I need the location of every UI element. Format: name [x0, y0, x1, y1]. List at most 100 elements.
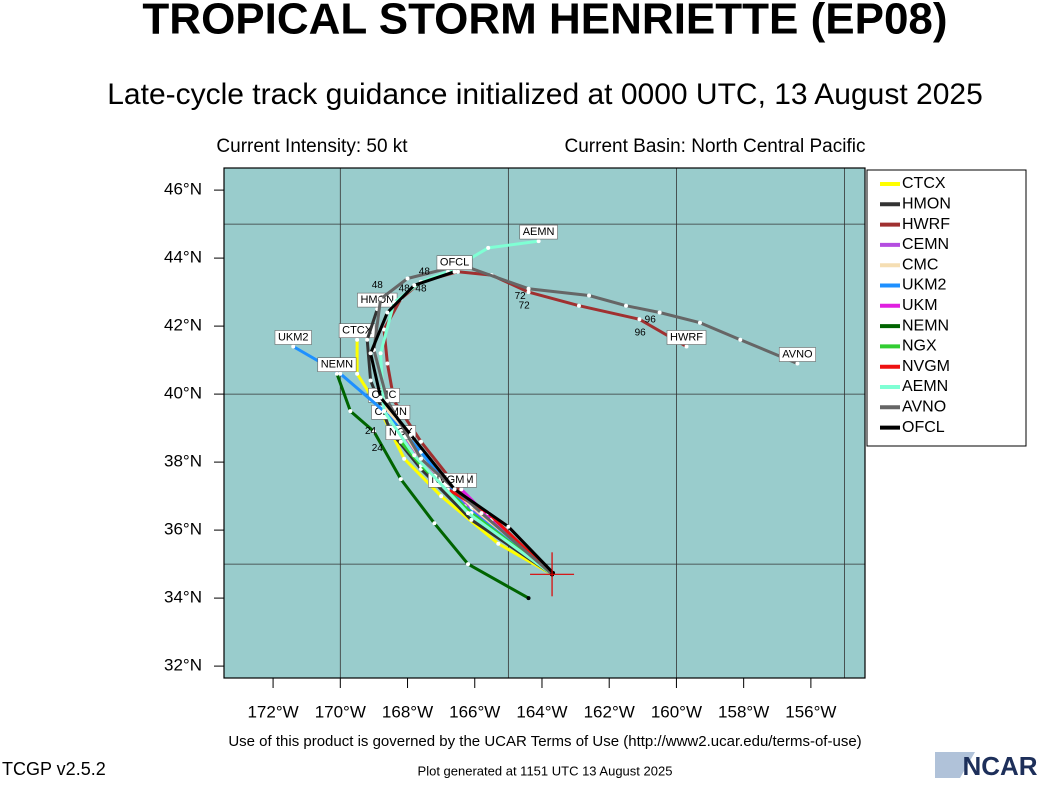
basin: Current Basin: North Central Pacific: [565, 136, 866, 157]
track-point: [371, 429, 376, 434]
x-tick-label: 162°W: [584, 702, 635, 721]
track-point: [452, 269, 457, 274]
track-point: [418, 439, 423, 444]
track-point: [412, 453, 417, 458]
chart-subtitle: Late-cycle track guidance initialized at…: [107, 78, 983, 111]
track-point: [526, 596, 531, 601]
track-point: [536, 239, 541, 244]
track-point: [526, 290, 531, 295]
track-point: [412, 283, 417, 288]
x-tick-label: 158°W: [718, 702, 769, 721]
track-point: [378, 296, 383, 301]
x-tick-label: 160°W: [651, 702, 702, 721]
track-point: [381, 327, 386, 332]
hour-label: 48: [415, 283, 427, 294]
legend-box: [866, 169, 1027, 447]
track-label-box: [317, 357, 357, 373]
y-tick-label: 36°N: [164, 520, 202, 539]
hour-label: 72: [515, 291, 527, 302]
track-point: [459, 487, 464, 492]
generated: Plot generated at 1151 UTC 13 August 202…: [418, 763, 673, 778]
legend-label: NVGM: [902, 358, 950, 375]
x-tick-label: 172°W: [247, 702, 298, 721]
y-tick-label: 44°N: [164, 248, 202, 267]
track-label: CTCX: [342, 325, 373, 337]
legend-label: CMC: [902, 256, 938, 273]
hour-label: 48: [372, 280, 384, 291]
logo-shape: [935, 752, 975, 778]
track-point: [334, 371, 339, 376]
track-label: UKM2: [278, 331, 309, 343]
x-tick-label: 156°W: [785, 702, 836, 721]
track-point: [697, 320, 702, 325]
track-point: [738, 337, 743, 342]
track-point: [385, 310, 390, 315]
hour-label: 24: [365, 426, 377, 437]
track-point: [624, 303, 629, 308]
track-point: [479, 511, 484, 516]
track-label: AEMN: [523, 226, 555, 238]
legend-label: AEMN: [902, 378, 948, 395]
track-point: [486, 245, 491, 250]
legend-label: HMON: [902, 196, 951, 213]
track-point: [338, 371, 343, 376]
track-label: AVNO: [782, 348, 813, 360]
track-label: OFCL: [440, 257, 469, 269]
map-background: [224, 168, 865, 678]
y-tick-label: 46°N: [164, 180, 202, 199]
track-point: [637, 317, 642, 322]
y-tick-label: 34°N: [164, 588, 202, 607]
hour-label: 96: [635, 328, 647, 339]
track-point: [385, 361, 390, 366]
track-point: [368, 351, 373, 356]
hour-label: 96: [645, 315, 657, 326]
track-point: [381, 409, 386, 414]
y-tick-label: 32°N: [164, 656, 202, 675]
track-point: [587, 293, 592, 298]
hour-label: 72: [519, 300, 531, 311]
track-point: [506, 524, 511, 529]
track-point: [365, 337, 370, 342]
track-point: [684, 344, 689, 349]
track-label-box: [778, 347, 816, 362]
track-point: [398, 439, 403, 444]
track-point: [408, 432, 413, 437]
track-label-box: [274, 330, 312, 345]
track-point: [385, 398, 390, 403]
legend-label: UKM2: [902, 277, 947, 294]
x-tick-label: 170°W: [315, 702, 366, 721]
track-point: [405, 276, 410, 281]
legend-label: OFCL: [902, 419, 945, 436]
terms: Use of this product is governed by the U…: [228, 733, 861, 750]
x-tick-label: 168°W: [382, 702, 433, 721]
legend-label: NEMN: [902, 317, 949, 334]
x-tick-label: 166°W: [449, 702, 500, 721]
legend-label: CEMN: [902, 236, 949, 253]
track-point: [291, 344, 296, 349]
hour-label: 24: [372, 443, 384, 454]
track-point: [455, 269, 460, 274]
track-point: [355, 337, 360, 342]
track-point: [402, 456, 407, 461]
track-point: [368, 378, 373, 383]
version: TCGP v2.5.2: [2, 759, 106, 779]
track-point: [355, 371, 360, 376]
track-point: [466, 562, 471, 567]
x-tick-label: 164°W: [516, 702, 567, 721]
track-point: [348, 409, 353, 414]
track-point: [469, 517, 474, 522]
y-tick-label: 42°N: [164, 316, 202, 335]
track-point: [452, 487, 457, 492]
track-label-box: [666, 330, 707, 345]
track-label-box: [519, 224, 558, 240]
legend-label: NGX: [902, 338, 937, 355]
chart-title: TROPICAL STORM HENRIETTE (EP08): [142, 0, 947, 44]
y-tick-label: 40°N: [164, 384, 202, 403]
y-tick-label: 38°N: [164, 452, 202, 471]
intensity: Current Intensity: 50 kt: [216, 136, 408, 157]
track-point: [466, 511, 471, 516]
track-point: [378, 351, 383, 356]
legend-label: AVNO: [902, 399, 946, 416]
plot-frame: [223, 167, 866, 679]
